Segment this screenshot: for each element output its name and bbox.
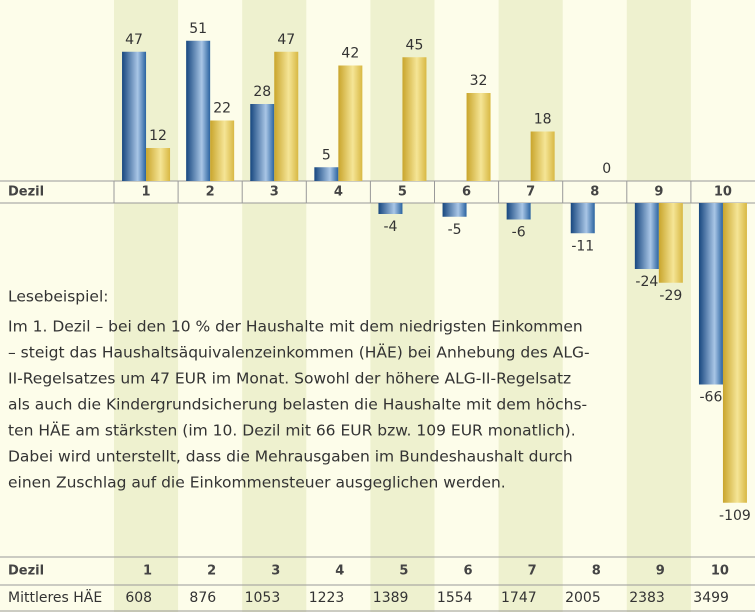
bars (122, 40, 747, 503)
category-label: 7 (526, 185, 535, 200)
text-line: als auch die Kindergrundsicherung belast… (8, 396, 587, 414)
value-label: 47 (125, 32, 143, 48)
text-line: Dabei wird unterstellt, dass die Mehraus… (8, 448, 573, 466)
value-label: -109 (719, 508, 751, 524)
value-label: 47 (277, 32, 295, 48)
value-label: 18 (534, 112, 552, 128)
bar (186, 40, 211, 181)
value-label: 5 (322, 147, 331, 163)
column-shade (626, 0, 691, 612)
table-cell: 9 (656, 564, 665, 579)
category-label: 6 (462, 185, 471, 200)
table-cell: 7 (528, 564, 537, 579)
bar (698, 203, 723, 385)
value-label: -5 (448, 222, 462, 238)
value-label: 32 (470, 73, 488, 89)
bar (250, 104, 275, 181)
category-label: 10 (714, 185, 732, 200)
bar (402, 57, 427, 181)
dezil-row (0, 181, 755, 203)
bar (466, 93, 491, 181)
value-label: 0 (602, 161, 611, 177)
text-line: einen Zuschlag auf die Einkommensteuer a… (8, 474, 506, 492)
value-label: -29 (659, 288, 682, 304)
bar (570, 203, 595, 234)
table-cell: 10 (711, 564, 729, 579)
text-line: ten HÄE am stärksten (im 10. Dezil mit 6… (8, 421, 576, 440)
table-cell: 1554 (437, 590, 473, 606)
value-label: 51 (189, 21, 207, 37)
table-row-label: Mittleres HÄE (8, 588, 102, 606)
bar (122, 51, 147, 181)
table-cell: 876 (189, 590, 216, 606)
category-label: 8 (590, 185, 599, 200)
table-cell: 2383 (629, 590, 665, 606)
value-label: -11 (571, 238, 594, 254)
bar (442, 203, 467, 217)
category-label: 2 (206, 185, 215, 200)
category-label: 4 (334, 185, 343, 200)
column-shade (498, 0, 563, 612)
value-label: -24 (635, 274, 658, 290)
table-cell: 5 (399, 564, 408, 579)
bar (338, 65, 363, 181)
table-cell: 2 (207, 564, 216, 579)
table-row-label: Dezil (8, 564, 44, 579)
bar (658, 203, 683, 283)
text-heading: Lesebeispiel: (8, 288, 108, 306)
bar (506, 203, 531, 220)
table-cell: 3499 (693, 590, 729, 606)
bar (378, 203, 403, 214)
value-label: -66 (700, 390, 723, 406)
value-label: 45 (406, 37, 424, 53)
category-label: 1 (142, 185, 151, 200)
bar (530, 131, 555, 181)
text-line: II-Regelsatzes um 47 EUR im Monat. Sowoh… (8, 370, 571, 388)
table-cell: 1 (143, 564, 152, 579)
bar (722, 203, 747, 503)
bar (274, 51, 299, 181)
table-cell: 1053 (245, 590, 281, 606)
table-cell: 8 (592, 564, 601, 579)
value-label: 28 (253, 84, 271, 100)
table-cell: 1747 (501, 590, 537, 606)
table-cell: 608 (125, 590, 152, 606)
table-cell: 2005 (565, 590, 601, 606)
row-label: Dezil (8, 185, 44, 200)
category-label: 9 (654, 185, 663, 200)
table-cell: 4 (335, 564, 344, 579)
value-label: 22 (213, 101, 231, 117)
table-cell: 3 (271, 564, 280, 579)
text-line: – steigt das Haushaltsäquivalenzeinkomme… (8, 343, 590, 362)
value-label: 12 (149, 128, 167, 144)
table-cell: 1223 (309, 590, 345, 606)
text-line: Im 1. Dezil – bei den 10 % der Haushalte… (8, 318, 583, 336)
bar (210, 120, 235, 181)
table-cell: 1389 (373, 590, 409, 606)
value-label: 42 (341, 46, 359, 62)
value-label: -4 (383, 219, 397, 235)
value-label: -6 (512, 225, 526, 241)
bar (634, 203, 659, 269)
table-cell: 6 (464, 564, 473, 579)
bar (146, 148, 171, 181)
category-label: 5 (398, 185, 407, 200)
category-label: 3 (270, 185, 279, 200)
bar (314, 167, 339, 181)
